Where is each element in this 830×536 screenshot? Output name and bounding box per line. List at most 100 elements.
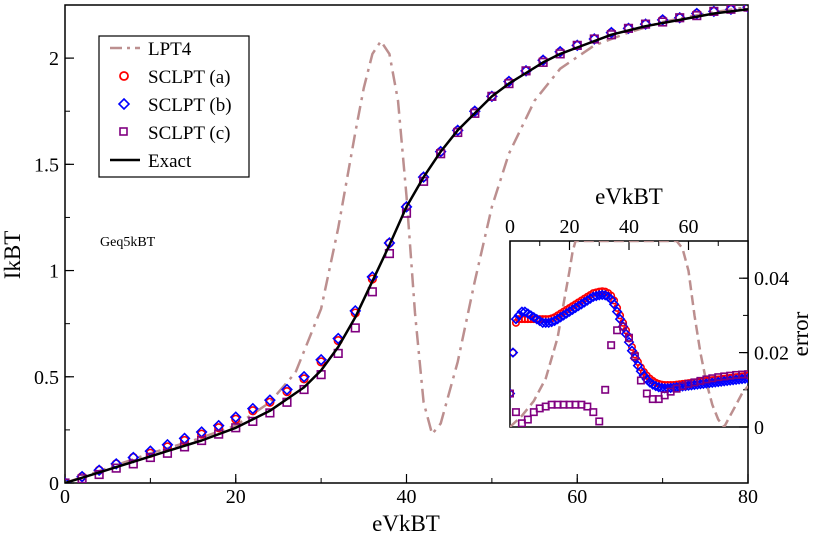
- main-x-axis-label: eVkBT: [372, 511, 440, 536]
- main-point-sclpt-c: [504, 79, 514, 89]
- main-point-sclpt-b: [246, 402, 259, 415]
- legend-box: [98, 35, 250, 178]
- main-y-tick-label: 1: [49, 261, 59, 283]
- main-point-sclpt-b: [298, 370, 310, 383]
- main-series-exact-line: [65, 7, 748, 483]
- inset-point-sclpt-c: [511, 408, 520, 417]
- main-point-sclpt-c: [555, 49, 565, 59]
- inset-point-sclpt-c: [510, 389, 514, 398]
- inset-point-sclpt-c: [589, 408, 598, 417]
- main-point-sclpt-c: [743, 5, 748, 12]
- inset-point-sclpt-c: [595, 417, 604, 426]
- inset-point-sclpt-b: [549, 315, 560, 327]
- inset-y-axis-label: error: [788, 311, 813, 356]
- inset-point-sclpt-b: [564, 306, 575, 318]
- inset-point-sclpt-b: [582, 295, 593, 306]
- main-point-sclpt-c: [214, 429, 224, 439]
- main-point-sclpt-b: [110, 457, 123, 470]
- inset-point-sclpt-c: [636, 376, 645, 385]
- inset-point-sclpt-b: [608, 298, 620, 310]
- inset-point-sclpt-b: [510, 347, 519, 358]
- legend: LPT4 SCLPT (a) SCLPT (b) SCLPT (c) Exact: [98, 35, 250, 178]
- inset-x-tick-label: 60: [679, 216, 699, 238]
- inset-x-tick-label: 20: [560, 216, 580, 238]
- main-x-tick-label: 60: [567, 486, 587, 508]
- main-y-tick-label: 0: [49, 473, 59, 495]
- inset-point-sclpt-b: [516, 306, 528, 318]
- main-y-axis-label: IkBT: [0, 231, 25, 280]
- main-point-sclpt-c: [675, 13, 685, 23]
- inset-series: [510, 241, 748, 427]
- inset-point-sclpt-b: [647, 379, 659, 390]
- inset-x-axis-label: eVkBT: [595, 184, 663, 209]
- main-point-sclpt-c: [350, 323, 360, 333]
- main-y-tick-label: 2: [49, 48, 59, 70]
- inset-point-sclpt-c: [583, 402, 592, 411]
- main-series: [65, 5, 748, 483]
- inset-point-sclpt-b: [576, 298, 587, 310]
- legend-label-sclpt-a: SCLPT (a): [148, 67, 231, 88]
- main-point-sclpt-b: [400, 200, 413, 213]
- main-point-sclpt-c: [709, 6, 719, 16]
- main-point-sclpt-c: [65, 478, 70, 483]
- inset-point-sclpt-b: [552, 313, 563, 325]
- inset-point-sclpt-b: [570, 302, 581, 314]
- inset-ticks: 0 20 40 60 0 0.02 0.04: [505, 216, 789, 439]
- main-point-sclpt-b: [417, 171, 430, 184]
- main-point-sclpt-b: [332, 332, 345, 345]
- inset-point-sclpt-c: [624, 333, 633, 342]
- inset-point-sclpt-b: [567, 304, 578, 316]
- inset-point-sclpt-b: [558, 310, 569, 321]
- inset-point-sclpt-c: [743, 370, 748, 379]
- inset-point-sclpt-b: [555, 311, 566, 323]
- main-point-sclpt-c: [487, 91, 497, 101]
- main-x-tick-label: 20: [226, 486, 246, 508]
- inset-point-sclpt-c: [607, 341, 616, 350]
- main-y-tick-label: 0.5: [34, 367, 59, 389]
- inset-point-sclpt-c: [619, 322, 628, 331]
- legend-label-exact: Exact: [148, 151, 192, 172]
- inset-y-tick-label: 0.02: [754, 343, 789, 365]
- inset-point-sclpt-b: [611, 306, 623, 318]
- main-y-tick-label: 1.5: [34, 154, 59, 176]
- main-point-sclpt-b: [93, 464, 106, 477]
- main-x-tick-label: 0: [60, 486, 70, 508]
- annotation-text: Geq5kBT: [100, 235, 156, 250]
- inset-point-sclpt-b: [650, 380, 662, 392]
- inset-point-sclpt-b: [596, 289, 608, 301]
- legend-label-lpt4: LPT4: [148, 39, 192, 60]
- inset-x-tick-label: 40: [619, 216, 639, 238]
- inset-point-sclpt-b: [510, 313, 522, 325]
- main-point-sclpt-b: [263, 394, 276, 407]
- main-point-sclpt-c: [726, 5, 736, 14]
- main-point-sclpt-b: [281, 383, 293, 396]
- inset-point-sclpt-c: [630, 352, 639, 361]
- main-point-sclpt-c: [470, 108, 480, 118]
- main-point-sclpt-b: [315, 353, 328, 366]
- main-series-lpt4-line: [65, 5, 748, 483]
- main-x-tick-label: 40: [397, 486, 417, 508]
- main-ticks: 0 20 40 60 80 0 0.5 1 1.5 2: [34, 48, 758, 508]
- legend-key-sclpt-c: [119, 127, 128, 136]
- legend-key-sclpt-a: [119, 71, 129, 81]
- inset-point-sclpt-b: [513, 310, 525, 321]
- inset-y-tick-label: 0: [754, 417, 764, 439]
- inset-point-sclpt-b: [573, 300, 584, 312]
- inset-point-sclpt-b: [653, 381, 665, 393]
- legend-key-sclpt-b: [117, 97, 131, 111]
- inset-point-sclpt-b: [561, 308, 572, 319]
- legend-label-sclpt-c: SCLPT (c): [148, 123, 231, 144]
- inset-x-tick-label: 0: [505, 216, 515, 238]
- inset-point-sclpt-c: [601, 385, 610, 394]
- inset-point-sclpt-b: [579, 297, 590, 308]
- inset-point-sclpt-b: [599, 289, 611, 301]
- main-point-sclpt-c: [538, 57, 548, 67]
- main-x-tick-label: 80: [738, 486, 758, 508]
- main-point-sclpt-c: [640, 19, 651, 29]
- inset-point-sclpt-c: [523, 415, 532, 424]
- inset-y-tick-label: 0.04: [754, 268, 789, 290]
- inset-point-sclpt-c: [642, 389, 651, 398]
- legend-label-sclpt-b: SCLPT (b): [148, 95, 232, 116]
- main-point-sclpt-b: [229, 411, 242, 424]
